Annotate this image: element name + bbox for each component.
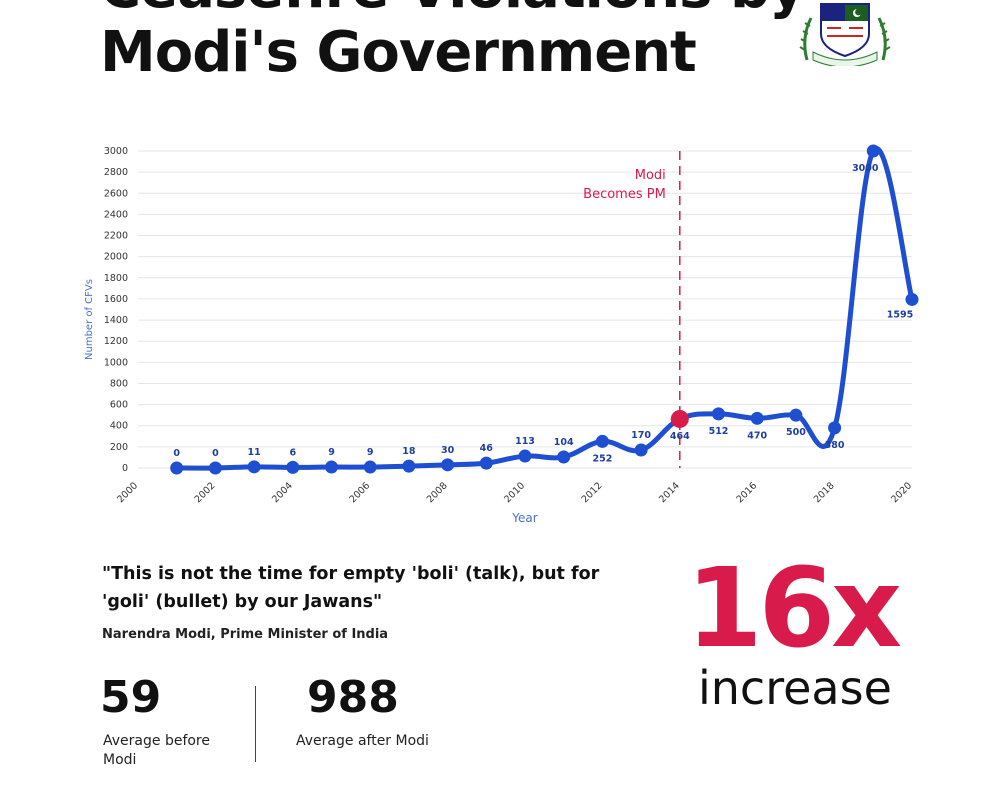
y-axis-ticks: 0 200 400 600 800 1000 1200 1400 1600 1800 2000 220…	[104, 146, 128, 474]
page-title-line-2: Modi's Government	[100, 20, 697, 85]
stat-after-value: 988	[307, 672, 399, 723]
data-point	[325, 460, 338, 474]
institute-crest-icon	[799, 3, 891, 66]
stat-after-label: Average after Modi	[296, 733, 429, 749]
page-title-line-1: Ceasefire Violations by	[100, 0, 806, 21]
data-point	[286, 460, 300, 474]
data-label: 11	[247, 447, 260, 458]
x-axis-label: Year	[511, 511, 537, 525]
y-tick-label: 2000	[104, 252, 128, 263]
data-point	[247, 460, 261, 474]
data-label: 46	[480, 443, 494, 454]
data-point	[905, 292, 919, 306]
data-label: 380	[825, 440, 845, 451]
y-tick-label: 1800	[104, 273, 128, 284]
stat-divider	[255, 686, 256, 762]
y-tick-label: 400	[110, 421, 128, 432]
callout-label: increase	[698, 661, 892, 715]
data-label: 9	[328, 447, 335, 458]
data-label: 0	[173, 448, 180, 459]
y-tick-label: 1400	[104, 315, 128, 326]
data-point	[170, 461, 184, 475]
x-tick-label: 2016	[734, 480, 759, 505]
data-label: 6	[289, 447, 296, 458]
data-labels: 0 0 11 6 9 9 18 30 46 113 104 252 170 464 512 470 500 380…	[173, 163, 913, 464]
x-tick-label: 2018	[812, 480, 837, 505]
quote-text: "This is not the time for empty 'boli' (…	[102, 564, 600, 612]
data-label: 0	[212, 448, 219, 459]
data-label: 464	[670, 431, 690, 442]
highlight-data-point	[670, 409, 689, 428]
data-point	[208, 461, 222, 475]
data-point	[828, 421, 842, 435]
data-point	[595, 434, 609, 448]
y-tick-label: 0	[122, 463, 128, 474]
data-label: 104	[554, 437, 574, 448]
data-point	[712, 407, 725, 421]
y-tick-label: 800	[110, 378, 128, 389]
data-label: 470	[747, 430, 767, 441]
data-label: 18	[402, 446, 416, 457]
x-tick-label: 2020	[889, 480, 914, 505]
y-tick-label: 1000	[104, 357, 128, 368]
grid-layer	[138, 150, 912, 469]
data-label: 512	[709, 426, 729, 437]
x-axis-ticks: 2000 2002 2004 2006 2008 2010 2012 2014 2016 2018…	[115, 480, 914, 505]
data-points	[170, 144, 919, 475]
data-label: 30	[441, 445, 455, 456]
x-tick-label: 2012	[580, 480, 605, 505]
data-point	[557, 450, 571, 464]
data-point	[750, 411, 764, 425]
y-tick-label: 600	[110, 400, 128, 411]
data-label: 1595	[887, 309, 913, 320]
data-point	[866, 144, 880, 158]
data-point	[363, 460, 377, 474]
y-axis-label: Number of CFVs	[84, 279, 95, 360]
x-tick-label: 2000	[115, 480, 140, 505]
annotation-line-2: Becomes PM	[583, 187, 666, 202]
callout-value: 16x	[686, 544, 902, 672]
x-tick-label: 2006	[347, 480, 372, 505]
data-point	[441, 458, 455, 472]
data-point	[479, 456, 493, 470]
y-tick-label: 2200	[104, 231, 128, 242]
y-tick-label: 2600	[104, 188, 128, 199]
y-tick-label: 2800	[104, 167, 128, 178]
y-tick-label: 3000	[104, 146, 128, 157]
y-tick-label: 1200	[104, 336, 128, 347]
y-tick-label: 1600	[104, 294, 128, 305]
data-point	[789, 408, 803, 422]
y-tick-label: 2400	[104, 209, 128, 220]
cfv-line-chart: 0200400600800100012001400160018002000220…	[84, 144, 919, 525]
data-label: 113	[515, 436, 535, 447]
data-point	[634, 443, 648, 457]
data-point	[518, 449, 532, 463]
annotation-line-1: Modi	[635, 168, 666, 183]
x-tick-label: 2004	[270, 480, 295, 505]
x-tick-label: 2010	[502, 480, 527, 505]
data-label: 500	[786, 427, 806, 438]
data-label: 9	[367, 447, 374, 458]
stat-before-value: 59	[100, 672, 162, 723]
series-line	[176, 146, 915, 471]
y-tick-label: 200	[110, 442, 128, 453]
x-tick-label: 2008	[425, 480, 450, 505]
stat-before-label: Average before Modi	[103, 733, 210, 768]
x-tick-label: 2002	[193, 480, 218, 505]
data-label: 3000	[852, 163, 879, 174]
quote-attribution: Narendra Modi, Prime Minister of India	[102, 627, 389, 642]
data-label: 170	[631, 430, 651, 441]
data-label: 252	[592, 453, 612, 464]
data-point	[402, 459, 416, 473]
x-tick-label: 2014	[657, 480, 682, 505]
